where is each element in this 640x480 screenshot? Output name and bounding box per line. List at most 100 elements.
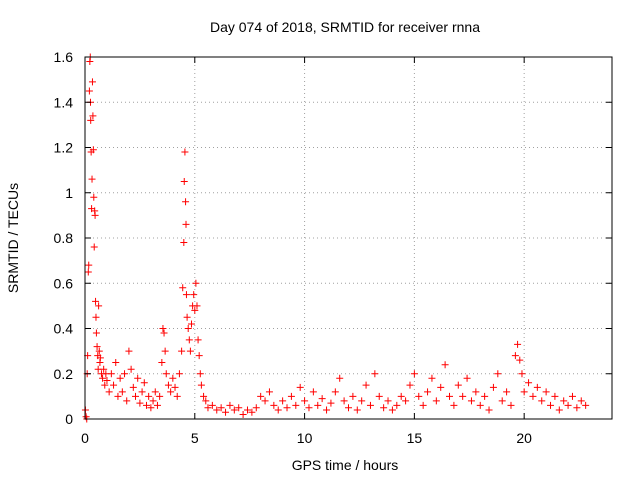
data-point	[101, 381, 109, 389]
data-point	[184, 325, 192, 332]
data-point	[95, 347, 103, 355]
data-point	[158, 358, 166, 366]
data-point	[208, 401, 216, 409]
data-point	[489, 383, 497, 391]
data-point	[202, 397, 210, 405]
data-point	[187, 320, 195, 328]
data-point	[85, 87, 93, 95]
data-point	[529, 392, 537, 400]
data-point	[516, 356, 524, 364]
data-point	[182, 291, 190, 299]
data-point	[380, 404, 388, 412]
data-point	[454, 381, 462, 389]
data-point	[494, 370, 502, 378]
data-point	[274, 406, 282, 414]
data-point	[514, 340, 522, 348]
data-point	[123, 397, 131, 405]
y-tick-label: 0.2	[54, 366, 74, 382]
data-point	[410, 370, 418, 378]
data-point	[185, 336, 193, 344]
data-point	[555, 406, 563, 414]
data-point	[261, 397, 269, 405]
data-point	[305, 404, 313, 412]
axis-ticks	[84, 56, 612, 420]
data-point	[472, 388, 480, 396]
data-point	[195, 352, 203, 360]
data-point	[573, 404, 581, 412]
data-point	[190, 291, 198, 299]
data-point	[85, 261, 93, 269]
data-point	[415, 392, 423, 400]
data-point	[173, 392, 181, 400]
grid	[85, 57, 612, 419]
x-tick-labels: 0 5 10 15 20	[81, 430, 532, 446]
data-point	[153, 401, 161, 409]
data-point	[89, 146, 97, 154]
data-point	[270, 401, 278, 409]
data-point	[213, 406, 221, 414]
data-point	[542, 388, 550, 396]
data-point	[507, 401, 515, 409]
data-point	[419, 401, 427, 409]
data-point	[349, 392, 357, 400]
y-tick-label: 0.4	[54, 321, 74, 337]
data-point	[112, 358, 120, 366]
data-point	[197, 381, 205, 389]
data-point	[89, 112, 97, 120]
x-tick-label: 10	[297, 430, 313, 446]
chart-title: Day 074 of 2018, SRMTID for receiver rnn…	[210, 19, 480, 35]
data-point	[138, 388, 146, 396]
data-point	[525, 379, 533, 387]
data-point	[136, 399, 144, 407]
data-point	[560, 397, 568, 405]
data-point	[178, 347, 186, 355]
x-tick-label: 5	[191, 430, 199, 446]
data-point	[239, 410, 247, 418]
data-point	[105, 388, 113, 396]
data-point	[171, 383, 179, 391]
data-point	[182, 198, 190, 206]
data-point	[162, 370, 170, 378]
data-point	[183, 313, 191, 321]
data-point	[252, 404, 260, 412]
data-point	[191, 306, 199, 314]
data-point	[149, 397, 157, 405]
data-point	[84, 268, 92, 276]
data-point	[90, 243, 98, 251]
y-tick-label: 1	[65, 185, 73, 201]
data-point	[217, 404, 225, 412]
data-point	[318, 395, 326, 403]
data-point	[145, 392, 153, 400]
x-axis-label: GPS time / hours	[292, 457, 399, 473]
data-point	[204, 404, 212, 412]
data-point	[547, 401, 555, 409]
data-point	[92, 297, 100, 305]
data-point	[366, 401, 374, 409]
data-point	[287, 392, 295, 400]
data-point	[127, 365, 135, 373]
data-point	[230, 406, 238, 414]
data-point	[538, 397, 546, 405]
data-point	[164, 381, 172, 389]
data-point	[388, 406, 396, 414]
data-point	[179, 284, 187, 292]
y-tick-label: 1.6	[54, 49, 74, 65]
y-tick-label: 1.4	[54, 94, 74, 110]
data-point	[160, 329, 168, 337]
data-point	[142, 401, 150, 409]
data-point	[182, 220, 190, 228]
data-point	[503, 388, 511, 396]
data-point	[437, 383, 445, 391]
data-point	[441, 361, 449, 369]
y-axis-label: SRMTID / TECUs	[5, 183, 21, 293]
data-point	[362, 381, 370, 389]
data-point	[175, 370, 183, 378]
data-point	[582, 401, 590, 409]
data-point	[103, 377, 111, 385]
data-point	[192, 279, 200, 287]
data-point	[402, 397, 410, 405]
data-point	[90, 193, 98, 201]
data-point	[467, 397, 475, 405]
data-point	[116, 374, 124, 382]
